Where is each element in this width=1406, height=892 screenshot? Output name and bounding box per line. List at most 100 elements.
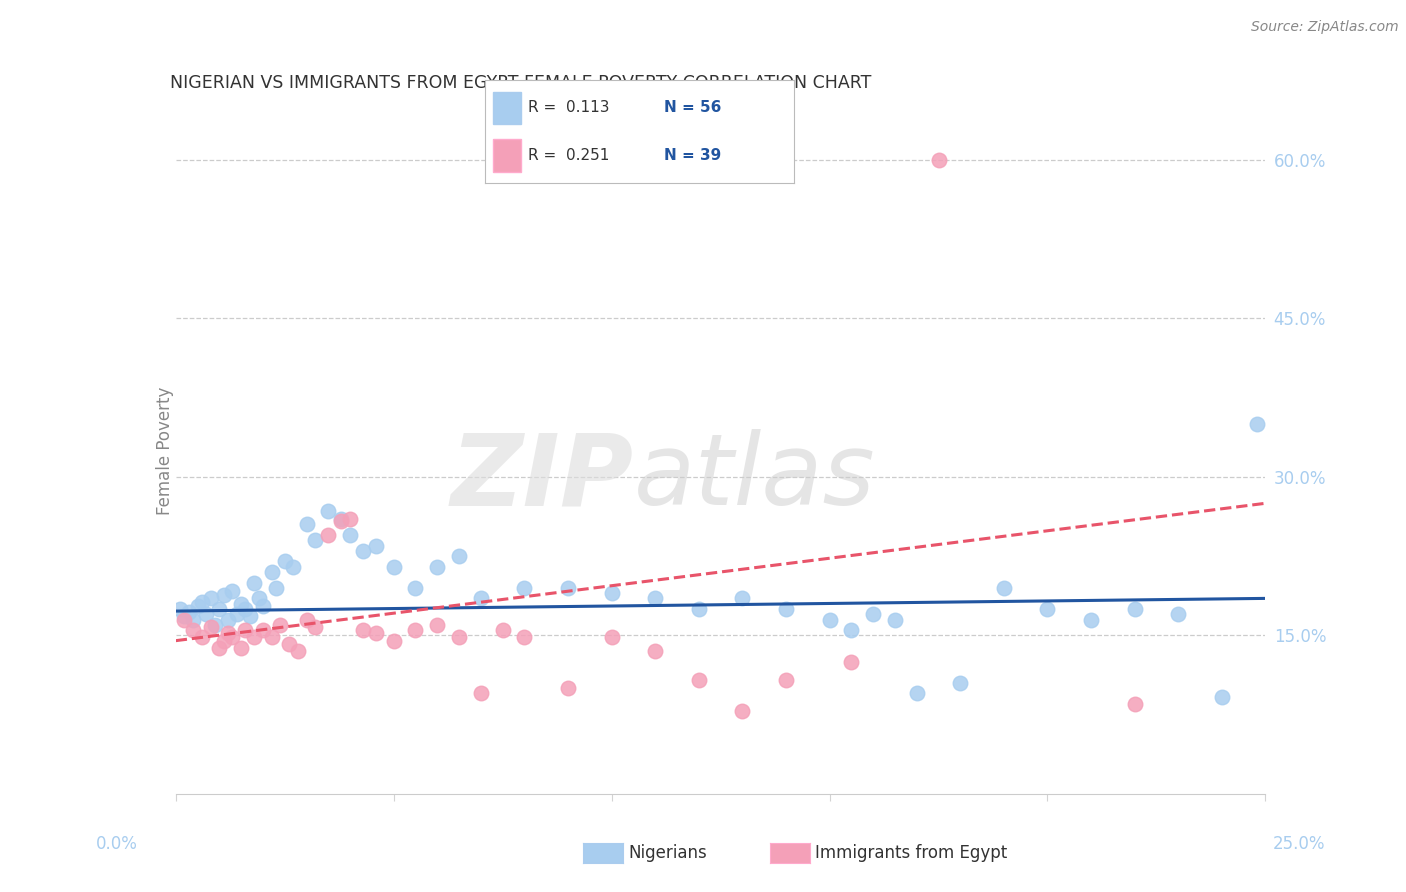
Point (204, 617, 226, 632)
Point (644, 591, 666, 606)
Text: N = 56: N = 56 (665, 101, 721, 115)
Point (905, 686, 928, 700)
Point (247, 591, 270, 606)
Point (366, 626, 388, 640)
Point (264, 581, 287, 595)
Point (426, 559, 449, 574)
Point (405, 623, 427, 637)
Text: 25.0%: 25.0% (1272, 835, 1326, 853)
Point (225, 607, 247, 622)
Point (330, 512, 353, 526)
Point (239, 609, 262, 624)
Point (260, 631, 283, 645)
Y-axis label: Female Poverty: Female Poverty (156, 386, 173, 515)
Point (513, 631, 536, 645)
Point (600, 586, 623, 600)
Point (269, 617, 291, 632)
Point (884, 613, 907, 627)
Point (252, 623, 274, 637)
Point (278, 637, 301, 651)
Text: Immigrants from Egypt: Immigrants from Egypt (815, 844, 1008, 862)
Point (470, 686, 492, 700)
Point (841, 655, 863, 669)
Point (173, 609, 195, 624)
Text: R =  0.251: R = 0.251 (529, 148, 610, 162)
Point (382, 633, 405, 648)
Point (173, 613, 195, 627)
Point (600, 631, 623, 645)
Point (283, 559, 305, 574)
Point (339, 512, 361, 526)
Point (352, 623, 374, 637)
Text: Source: ZipAtlas.com: Source: ZipAtlas.com (1251, 20, 1399, 34)
Point (775, 673, 797, 687)
Point (260, 565, 283, 579)
Point (775, 602, 797, 616)
Point (181, 613, 204, 627)
Point (221, 631, 243, 645)
Point (1246, 417, 1268, 431)
Point (208, 602, 231, 616)
Point (169, 602, 191, 616)
Point (330, 514, 353, 528)
Point (181, 623, 204, 637)
Point (191, 594, 214, 608)
Point (217, 626, 239, 640)
Text: N = 39: N = 39 (665, 148, 721, 162)
Point (339, 528, 361, 542)
Point (243, 631, 266, 645)
Point (731, 705, 754, 719)
Point (513, 581, 536, 595)
Point (447, 549, 470, 563)
Point (731, 591, 754, 606)
Point (304, 533, 326, 548)
Text: 0.0%: 0.0% (96, 835, 138, 853)
Point (304, 620, 326, 634)
Point (405, 581, 427, 595)
Point (366, 539, 388, 553)
Point (231, 641, 253, 656)
Point (841, 623, 863, 637)
Point (818, 613, 841, 627)
Point (274, 554, 297, 568)
Point (200, 591, 222, 606)
Point (993, 581, 1015, 595)
Point (644, 644, 666, 658)
Point (862, 607, 884, 622)
Point (949, 676, 972, 690)
Text: ZIP: ZIP (450, 429, 633, 526)
Point (217, 613, 239, 627)
Point (1123, 602, 1146, 616)
Point (928, 153, 950, 167)
Point (688, 673, 710, 687)
Point (318, 504, 340, 518)
Point (447, 631, 470, 645)
Point (212, 588, 235, 602)
Point (470, 591, 492, 606)
Text: NIGERIAN VS IMMIGRANTS FROM EGYPT FEMALE POVERTY CORRELATION CHART: NIGERIAN VS IMMIGRANTS FROM EGYPT FEMALE… (170, 74, 872, 92)
Text: atlas: atlas (633, 429, 875, 526)
Point (235, 623, 257, 637)
Point (1036, 602, 1059, 616)
Point (212, 633, 235, 648)
Point (287, 644, 309, 658)
Point (295, 613, 318, 627)
Point (186, 599, 209, 613)
Point (426, 617, 449, 632)
Point (318, 528, 340, 542)
Point (492, 623, 515, 637)
Point (208, 641, 231, 656)
Point (557, 681, 579, 696)
Text: R =  0.113: R = 0.113 (529, 101, 610, 115)
Point (1123, 697, 1146, 711)
Point (177, 605, 200, 619)
Point (252, 599, 274, 613)
Point (1080, 613, 1102, 627)
Point (1211, 690, 1233, 704)
Point (557, 581, 579, 595)
Point (243, 575, 266, 590)
Point (352, 544, 374, 558)
Point (688, 602, 710, 616)
FancyBboxPatch shape (492, 92, 520, 124)
Point (231, 597, 253, 611)
